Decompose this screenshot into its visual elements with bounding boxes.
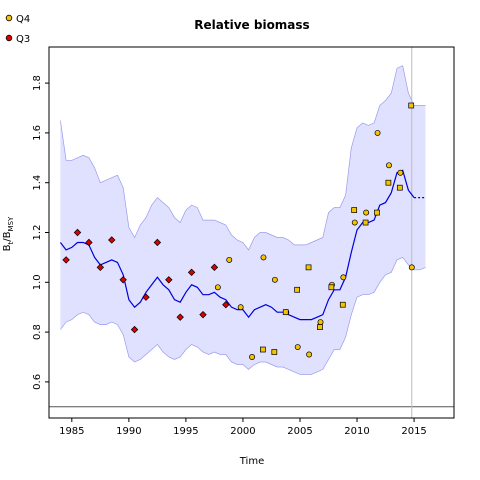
q4-square-point: [385, 179, 392, 186]
x-axis-label: Time: [239, 456, 264, 467]
y-label-slash: /B: [2, 231, 13, 241]
q4-point: [226, 256, 233, 263]
x-tick-label: 2015: [401, 426, 426, 437]
estimate-lines: [59, 169, 426, 321]
q4-point: [306, 351, 313, 358]
band-area: [60, 65, 426, 375]
q4-point: [340, 274, 347, 281]
q3-point: [153, 238, 162, 247]
q4-point: [397, 169, 404, 176]
y-label-b: B: [2, 244, 13, 251]
legend-marker-q4: [5, 14, 13, 22]
band-lower-edge: [60, 256, 426, 375]
confidence-band: [60, 65, 426, 375]
legend-label-q4: Q4: [16, 14, 30, 25]
q3-point: [199, 310, 207, 319]
estimate-line: [59, 169, 415, 321]
chart-title: Relative biomass: [194, 18, 309, 32]
q3-point: [142, 293, 150, 301]
q4-point: [237, 304, 244, 311]
q3-point: [108, 236, 116, 244]
q3-point: [222, 301, 230, 309]
y-tick-label: 1.4: [32, 175, 43, 191]
observation-points: [62, 102, 415, 360]
q3-point: [187, 268, 196, 277]
y-tick-label: 0.6: [32, 374, 43, 390]
q4-point: [214, 284, 221, 291]
q3-point: [119, 276, 127, 284]
q3-point: [210, 263, 219, 272]
q4-square-point: [282, 309, 289, 316]
q4-square-point: [305, 264, 312, 271]
y-tick-label: 1.6: [32, 125, 43, 141]
x-tick-label: 2000: [230, 426, 255, 437]
q4-point: [351, 219, 358, 226]
legend: Q4 Q3: [5, 14, 30, 45]
x-tick-label: 1995: [173, 426, 198, 437]
q4-square-point: [260, 346, 266, 353]
x-tick-label: 2010: [344, 426, 369, 437]
q4-point: [260, 254, 267, 261]
q3-point: [85, 238, 93, 247]
y-tick-label: 1.0: [32, 274, 43, 290]
x-tick-label: 1990: [116, 426, 141, 437]
q3-point: [62, 256, 70, 264]
q3-point: [73, 228, 82, 237]
q4-square-point: [294, 286, 300, 293]
q4-point: [271, 276, 278, 283]
y-tick-label: 0.8: [32, 324, 43, 340]
q3-point: [96, 263, 105, 272]
reference-lines: [49, 47, 454, 418]
q3-point: [165, 276, 173, 284]
y-label-sub-msy: MSY: [7, 216, 15, 231]
y-tick-label: 1.8: [32, 75, 43, 91]
q4-point: [294, 344, 301, 350]
q4-square-point: [317, 324, 323, 330]
axes: 1985 1990 1995 2000 2005 2010 2015 0.6 0.8 1.0 1.2…: [32, 46, 455, 437]
q4-square-point: [271, 349, 278, 355]
band-upper-edge: [60, 65, 426, 251]
q4-point: [363, 209, 370, 216]
y-tick-label: 1.2: [32, 225, 43, 241]
q4-square-point: [374, 209, 380, 216]
q4-square-point: [328, 284, 335, 291]
x-tick-label: 1985: [59, 426, 84, 437]
q4-square-point: [362, 219, 369, 226]
q3-point: [176, 313, 184, 321]
x-tick-label: 2005: [287, 426, 312, 437]
legend-label-q3: Q3: [16, 34, 30, 45]
q4-square-point: [339, 301, 346, 308]
q4-square-point: [351, 207, 358, 213]
legend-marker-q3: [5, 34, 13, 42]
q3-point: [130, 325, 139, 334]
q4-square-point: [396, 184, 403, 191]
q4-point: [317, 319, 324, 326]
q4-point: [386, 162, 392, 169]
q4-point: [374, 129, 381, 136]
y-label-sub-t: t: [7, 241, 15, 244]
q4-square-point: [408, 102, 415, 109]
q4-point: [249, 354, 256, 360]
q4-point: [408, 264, 415, 271]
y-axis-label: Bt/BMSY: [2, 216, 15, 251]
